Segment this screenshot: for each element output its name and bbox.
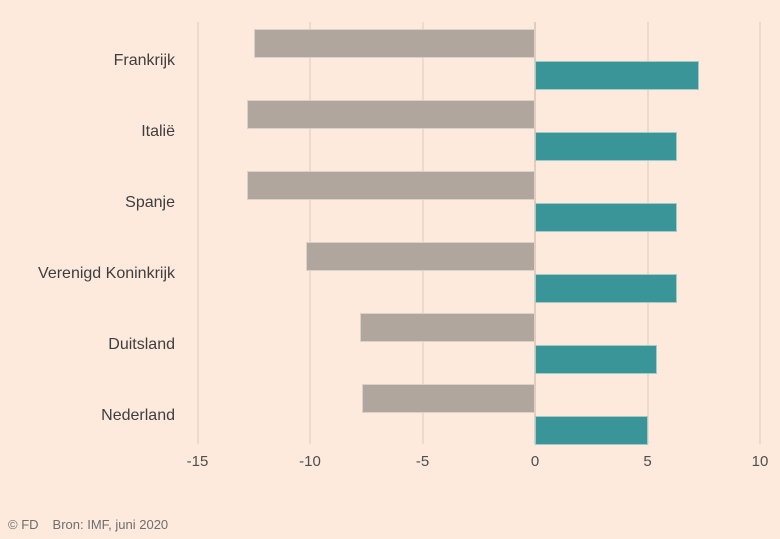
bar-nederland-positive (535, 416, 648, 445)
bar-itali--positive (535, 132, 677, 161)
source-label: Bron: IMF, juni 2020 (52, 517, 169, 532)
category-label-duitsland: Duitsland (108, 335, 175, 353)
category-label-spanje: Spanje (125, 193, 175, 211)
bar-frankrijk-positive (535, 61, 700, 90)
bar-duitsland-positive (535, 345, 657, 374)
x-tick-label--15: -15 (186, 453, 209, 470)
category-label-verenigd-koninkrijk: Verenigd Koninkrijk (38, 264, 175, 282)
bar-spanje-negative (247, 171, 535, 200)
x-tick-label--10: -10 (299, 453, 321, 470)
copyright-label: © FD (8, 517, 39, 532)
bar-frankrijk-negative (253, 29, 535, 58)
x-tick-label-5: 5 (643, 453, 652, 470)
x-tick-label-10: 10 (751, 453, 769, 470)
gridline-10 (759, 22, 761, 444)
gridline-0 (534, 22, 536, 444)
bar-nederland-negative (361, 384, 535, 413)
bar-duitsland-negative (359, 313, 535, 342)
category-label-frankrijk: Frankrijk (113, 51, 175, 69)
category-label-nederland: Nederland (101, 406, 175, 424)
category-label-itali-: Italië (141, 122, 175, 140)
gridline--15 (196, 22, 199, 444)
gridline--10 (309, 22, 311, 444)
bar-verenigd-koninkrijk-positive (535, 274, 677, 303)
bar-spanje-positive (535, 203, 677, 232)
gridline--5 (421, 22, 424, 444)
bar-itali--negative (247, 100, 535, 129)
x-tick-label--5: -5 (415, 453, 430, 470)
bar-verenigd-koninkrijk-negative (305, 242, 535, 271)
gridline-5 (646, 22, 649, 444)
x-tick-label-0: 0 (530, 453, 540, 470)
chart-footer: © FD Bron: IMF, juni 2020 (8, 517, 168, 533)
